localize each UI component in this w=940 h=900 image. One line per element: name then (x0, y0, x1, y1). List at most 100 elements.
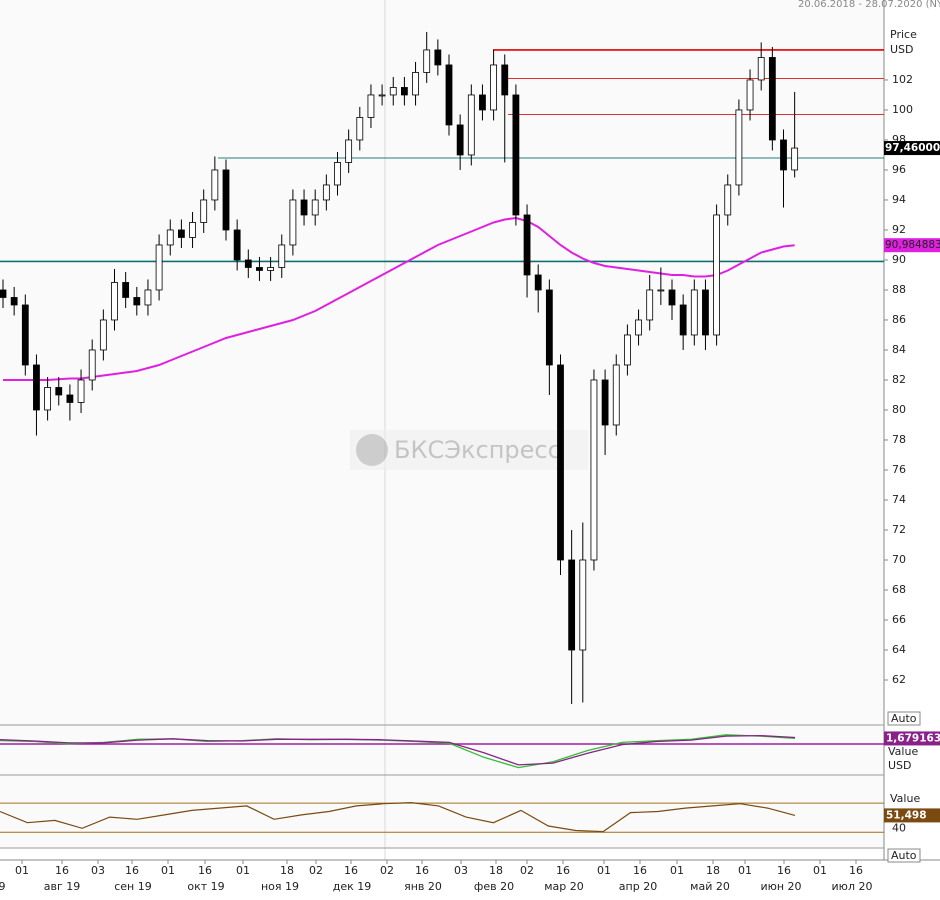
candle-body (0, 289, 7, 298)
candle (155, 234, 163, 301)
y-tick-label: 66 (892, 613, 906, 626)
candle (713, 204, 720, 346)
candle-body (590, 379, 598, 561)
candle (10, 286, 18, 316)
candle (780, 129, 787, 208)
candle (668, 279, 676, 320)
candle (400, 76, 408, 106)
panel2-last-box (884, 808, 940, 823)
x-day-label: 18 (489, 864, 503, 877)
y-tick-label: 94 (892, 193, 906, 206)
candle (724, 174, 732, 226)
x-month-label: авг 19 (44, 880, 81, 893)
candle-body (10, 297, 18, 306)
candle-body (189, 222, 196, 238)
candle (423, 31, 431, 83)
candle (746, 69, 754, 121)
y-tick-label: 68 (892, 583, 906, 596)
auto-button[interactable] (887, 711, 921, 726)
x-day-label: 03 (454, 864, 468, 877)
candle-body (434, 49, 442, 66)
x-month-label: фев 20 (474, 880, 514, 893)
candle-body (33, 364, 40, 411)
x-day-label: 18 (280, 864, 294, 877)
candle (735, 99, 743, 196)
candle-body (44, 387, 51, 411)
candle-body (579, 559, 587, 651)
candle (612, 354, 620, 436)
candle-body (679, 304, 687, 336)
candle-body (757, 57, 765, 81)
candle (646, 274, 654, 331)
candle (456, 114, 464, 170)
candle (579, 522, 587, 703)
x-month-label: апр 20 (619, 880, 657, 893)
y-tick-label: 96 (892, 163, 906, 176)
y-tick-label: 80 (892, 403, 906, 416)
candle-body (356, 117, 364, 141)
panel1-label: Value (888, 745, 918, 758)
candle-body (490, 64, 498, 111)
candle (200, 189, 208, 233)
candle (233, 219, 241, 271)
candle-body (111, 282, 118, 321)
candle-body (501, 64, 509, 96)
y-tick-label: 78 (892, 433, 906, 446)
x-day-label: 16 (125, 864, 139, 877)
candle (568, 529, 576, 704)
candle-body (668, 289, 676, 306)
candle (311, 189, 319, 226)
x-month-label: июл 20 (832, 880, 873, 893)
y-tick-label: 90 (892, 253, 906, 266)
candle-body (635, 319, 642, 336)
candle-body (256, 267, 263, 271)
candle (334, 151, 341, 196)
panel1-line (0, 734, 796, 766)
candle-body (389, 87, 397, 96)
x-month-label: мар 20 (544, 880, 584, 893)
candle-body (222, 169, 230, 231)
y-tick-label: 70 (892, 553, 906, 566)
candle (122, 271, 130, 308)
candle-body (735, 109, 743, 186)
candle-body (177, 229, 185, 238)
candle (690, 279, 698, 346)
x-month-label: 9 (0, 880, 6, 893)
x-day-label: 16 (777, 864, 791, 877)
y-tick-label: 92 (892, 223, 906, 236)
candle-body (746, 79, 754, 111)
y-tick-label: 72 (892, 523, 906, 536)
watermark-box (350, 430, 588, 470)
candle-body (445, 64, 453, 126)
candle (601, 369, 609, 455)
candle (0, 279, 7, 308)
auto-label[interactable]: Auto (891, 712, 917, 725)
candle-body (77, 379, 85, 403)
candle-body (557, 364, 564, 561)
y-tick-label: 82 (892, 373, 906, 386)
x-day-label: 01 (670, 864, 684, 877)
candle (189, 211, 196, 248)
candle-body (456, 124, 464, 156)
auto-button[interactable] (887, 848, 921, 863)
candle-body (211, 169, 219, 201)
candle (177, 219, 185, 248)
x-day-label: 16 (55, 864, 69, 877)
auto-label[interactable]: Auto (891, 849, 917, 862)
candle (289, 189, 297, 256)
x-month-label: ноя 19 (261, 880, 299, 893)
header-range: 20.06.2018 - 28.07.2020 (NY (798, 0, 940, 10)
x-day-label: 18 (706, 864, 720, 877)
y-tick-label: 86 (892, 313, 906, 326)
candle (66, 384, 74, 421)
y-tick-label: 64 (892, 643, 906, 656)
candle-body (713, 214, 720, 336)
x-day-label: 16 (849, 864, 863, 877)
candle-body (724, 184, 732, 216)
candle-body (467, 94, 475, 156)
x-day-label: 01 (236, 864, 250, 877)
y-tick-label: 76 (892, 463, 906, 476)
candle-body (66, 394, 74, 403)
candle-body (791, 147, 799, 171)
currency-label: USD (890, 43, 914, 56)
